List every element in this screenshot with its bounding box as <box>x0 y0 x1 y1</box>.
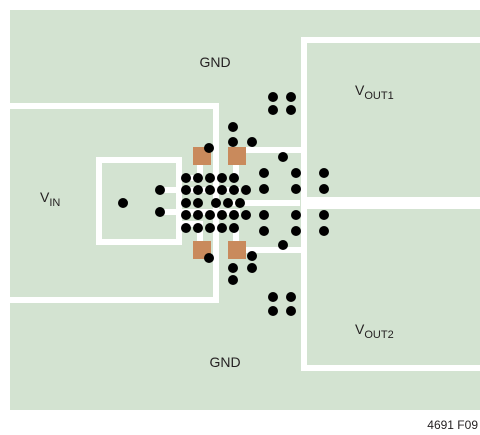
vout2-outline <box>240 203 480 371</box>
via <box>211 198 221 208</box>
via <box>241 210 251 220</box>
gnd-bottom-label: GND <box>209 354 240 370</box>
via <box>217 210 227 220</box>
via <box>181 185 191 195</box>
via <box>217 173 227 183</box>
via <box>286 292 296 302</box>
via <box>228 137 238 147</box>
vin-label: VIN <box>40 189 60 209</box>
vout1-label: VOUT1 <box>355 82 394 102</box>
vout2-sub: OUT2 <box>364 329 393 341</box>
via <box>217 185 227 195</box>
gnd-plane <box>10 10 480 410</box>
via <box>155 207 165 217</box>
via <box>291 184 301 194</box>
pad <box>228 147 246 165</box>
vin-main: V <box>40 189 50 205</box>
via <box>228 275 238 285</box>
via <box>118 198 128 208</box>
via <box>229 223 239 233</box>
vias <box>118 92 329 316</box>
via <box>205 223 215 233</box>
via <box>229 173 239 183</box>
via <box>205 185 215 195</box>
via <box>204 253 214 263</box>
via <box>319 226 329 236</box>
via <box>228 263 238 273</box>
via <box>291 168 301 178</box>
vin-inner-box <box>96 157 182 245</box>
via <box>319 168 329 178</box>
via <box>155 185 165 195</box>
via <box>228 122 238 132</box>
via <box>223 198 233 208</box>
via <box>286 92 296 102</box>
via <box>241 185 251 195</box>
via <box>286 105 296 115</box>
via <box>247 137 257 147</box>
pad <box>228 241 246 259</box>
via <box>319 184 329 194</box>
vout2-main: V <box>355 321 365 337</box>
via <box>286 306 296 316</box>
via <box>278 240 288 250</box>
via <box>259 210 269 220</box>
via <box>259 184 269 194</box>
via <box>247 263 257 273</box>
via <box>229 185 239 195</box>
via <box>268 105 278 115</box>
via <box>268 306 278 316</box>
via <box>259 226 269 236</box>
vout2-label: VOUT2 <box>355 321 394 341</box>
via <box>278 152 288 162</box>
via <box>229 210 239 220</box>
via <box>247 251 257 261</box>
via <box>205 210 215 220</box>
via <box>193 185 203 195</box>
via <box>235 198 245 208</box>
via <box>193 173 203 183</box>
vin-sub: IN <box>49 197 60 209</box>
via <box>205 173 215 183</box>
via <box>193 223 203 233</box>
via <box>291 226 301 236</box>
via <box>268 292 278 302</box>
vout1-outline <box>240 37 480 203</box>
via <box>193 210 203 220</box>
via <box>291 210 301 220</box>
via <box>217 223 227 233</box>
via <box>181 223 191 233</box>
gnd-top-label: GND <box>199 54 230 70</box>
vout1-main: V <box>355 82 365 98</box>
via <box>319 210 329 220</box>
via <box>181 210 191 220</box>
via <box>181 173 191 183</box>
figure-id: 4691 F09 <box>427 418 478 432</box>
vout1-sub: OUT1 <box>364 90 393 102</box>
via <box>259 168 269 178</box>
via <box>181 198 191 208</box>
via <box>204 143 214 153</box>
via <box>268 92 278 102</box>
via <box>193 198 203 208</box>
